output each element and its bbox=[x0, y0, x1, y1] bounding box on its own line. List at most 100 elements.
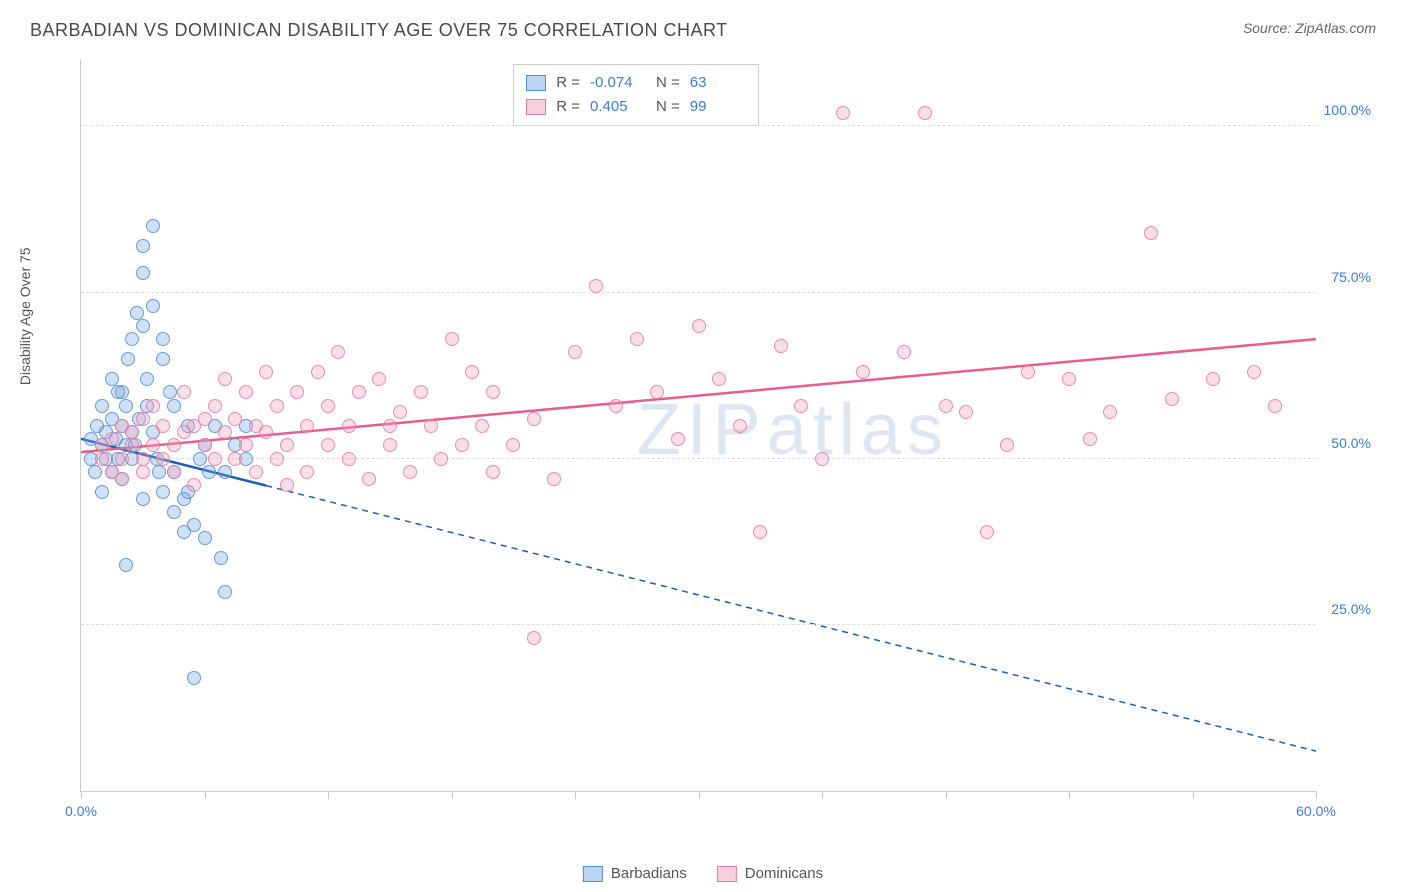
data-point bbox=[259, 425, 273, 439]
plot-area: ZIPatlas R = -0.074 N = 63 R = 0.405 N =… bbox=[80, 60, 1316, 792]
data-point bbox=[1144, 226, 1158, 240]
data-point bbox=[372, 372, 386, 386]
data-point bbox=[198, 412, 212, 426]
stats-row-dominicans: R = 0.405 N = 99 bbox=[526, 95, 746, 119]
xtick bbox=[1316, 791, 1317, 799]
ytick-label: 25.0% bbox=[1331, 601, 1371, 617]
data-point bbox=[95, 399, 109, 413]
data-point bbox=[331, 345, 345, 359]
data-point bbox=[218, 372, 232, 386]
data-point bbox=[486, 385, 500, 399]
data-point bbox=[121, 352, 135, 366]
data-point bbox=[1062, 372, 1076, 386]
data-point bbox=[88, 465, 102, 479]
data-point bbox=[527, 412, 541, 426]
data-point bbox=[136, 319, 150, 333]
data-point bbox=[228, 412, 242, 426]
xtick-label: 0.0% bbox=[65, 803, 97, 819]
data-point bbox=[111, 385, 125, 399]
data-point bbox=[187, 671, 201, 685]
data-point bbox=[136, 465, 150, 479]
data-point bbox=[311, 365, 325, 379]
data-point bbox=[486, 465, 500, 479]
data-point bbox=[321, 399, 335, 413]
chart-container: Disability Age Over 75 ZIPatlas R = -0.0… bbox=[60, 60, 1376, 832]
stat-n-value-barbadians: 63 bbox=[690, 71, 746, 95]
data-point bbox=[202, 465, 216, 479]
data-point bbox=[156, 485, 170, 499]
y-axis-label: Disability Age Over 75 bbox=[17, 247, 33, 385]
xtick-label: 60.0% bbox=[1296, 803, 1336, 819]
data-point bbox=[119, 399, 133, 413]
data-point bbox=[692, 319, 706, 333]
xtick bbox=[822, 791, 823, 799]
xtick bbox=[452, 791, 453, 799]
data-point bbox=[136, 452, 150, 466]
ytick-label: 100.0% bbox=[1324, 102, 1371, 118]
data-point bbox=[167, 465, 181, 479]
data-point bbox=[300, 465, 314, 479]
legend-item-barbadians: Barbadians bbox=[583, 865, 687, 882]
data-point bbox=[918, 106, 932, 120]
data-point bbox=[125, 332, 139, 346]
data-point bbox=[568, 345, 582, 359]
data-point bbox=[393, 405, 407, 419]
data-point bbox=[125, 425, 139, 439]
data-point bbox=[198, 438, 212, 452]
data-point bbox=[1103, 405, 1117, 419]
data-point bbox=[156, 332, 170, 346]
data-point bbox=[352, 385, 366, 399]
data-point bbox=[167, 438, 181, 452]
data-point bbox=[218, 585, 232, 599]
data-point bbox=[187, 518, 201, 532]
data-point bbox=[897, 345, 911, 359]
data-point bbox=[589, 279, 603, 293]
data-point bbox=[105, 432, 119, 446]
data-point bbox=[198, 531, 212, 545]
stat-r-label: R = bbox=[556, 95, 580, 119]
ytick-label: 75.0% bbox=[1331, 269, 1371, 285]
stat-n-label: N = bbox=[656, 71, 680, 95]
data-point bbox=[362, 472, 376, 486]
data-point bbox=[187, 478, 201, 492]
data-point bbox=[753, 525, 767, 539]
data-point bbox=[1083, 432, 1097, 446]
data-point bbox=[167, 505, 181, 519]
data-point bbox=[130, 306, 144, 320]
legend-label: Barbadians bbox=[611, 865, 687, 882]
stats-legend: R = -0.074 N = 63 R = 0.405 N = 99 bbox=[513, 64, 759, 126]
chart-source: Source: ZipAtlas.com bbox=[1243, 20, 1376, 36]
ytick-label: 50.0% bbox=[1331, 435, 1371, 451]
data-point bbox=[208, 452, 222, 466]
data-point bbox=[152, 465, 166, 479]
data-point bbox=[259, 365, 273, 379]
data-point bbox=[712, 372, 726, 386]
stats-row-barbadians: R = -0.074 N = 63 bbox=[526, 71, 746, 95]
data-point bbox=[228, 452, 242, 466]
data-point bbox=[815, 452, 829, 466]
swatch-blue-icon bbox=[526, 75, 546, 91]
data-point bbox=[218, 465, 232, 479]
legend-label: Dominicans bbox=[745, 865, 823, 882]
data-point bbox=[1206, 372, 1220, 386]
stat-r-label: R = bbox=[556, 71, 580, 95]
data-point bbox=[939, 399, 953, 413]
data-point bbox=[455, 438, 469, 452]
data-point bbox=[270, 399, 284, 413]
data-point bbox=[146, 299, 160, 313]
xtick bbox=[699, 791, 700, 799]
data-point bbox=[609, 399, 623, 413]
data-point bbox=[95, 452, 109, 466]
data-point bbox=[270, 452, 284, 466]
data-point bbox=[1000, 438, 1014, 452]
stat-r-value-dominicans: 0.405 bbox=[590, 95, 646, 119]
data-point bbox=[342, 419, 356, 433]
data-point bbox=[650, 385, 664, 399]
data-point bbox=[136, 239, 150, 253]
data-point bbox=[980, 525, 994, 539]
swatch-pink-icon bbox=[526, 99, 546, 115]
swatch-blue-icon bbox=[583, 866, 603, 882]
data-point bbox=[383, 438, 397, 452]
data-point bbox=[1268, 399, 1282, 413]
data-point bbox=[249, 465, 263, 479]
